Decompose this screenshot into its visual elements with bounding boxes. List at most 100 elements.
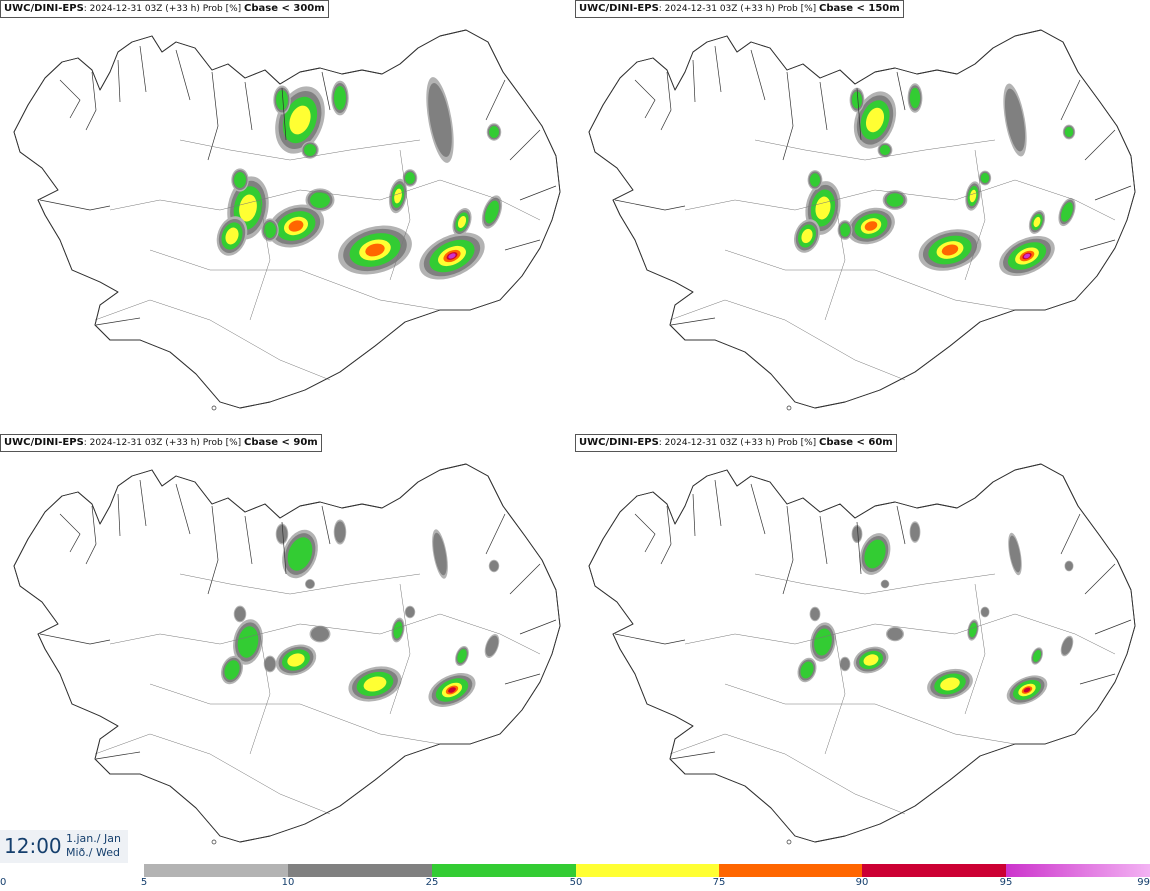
fjord-line xyxy=(750,483,766,535)
fjord-line xyxy=(519,619,557,635)
boundary-line xyxy=(724,249,1016,311)
probability-contour xyxy=(276,525,288,543)
run-info: : 2024-12-31 03Z (+33 h) Prob [%] xyxy=(83,438,242,448)
fjord-line xyxy=(519,185,557,201)
valid-date: 1.jan./ Jan Mið./ Wed xyxy=(66,832,121,860)
boundary-line xyxy=(389,583,411,715)
variable-name: Cbase < 300m xyxy=(244,3,325,14)
fjord-line xyxy=(117,59,121,103)
fjord-line xyxy=(750,49,766,101)
probability-contour xyxy=(405,606,415,618)
probability-contour xyxy=(405,172,415,184)
iceland-map xyxy=(588,463,1136,845)
probability-contour xyxy=(237,626,259,658)
fjord-line xyxy=(39,199,111,211)
probability-contour xyxy=(851,91,863,109)
probability-contour xyxy=(334,86,346,110)
map-panel-cbase-90: UWC/DINI-EPS: 2024-12-31 03Z (+33 h) Pro… xyxy=(0,434,575,871)
probability-contour xyxy=(980,172,990,184)
boundary-line xyxy=(249,633,271,755)
probability-contour xyxy=(887,627,903,641)
variable-name: Cbase < 60m xyxy=(819,437,893,448)
boundary-line xyxy=(179,573,421,595)
legend-tick: 25 xyxy=(425,877,439,888)
boundary-line xyxy=(684,613,1116,655)
variable-name: Cbase < 90m xyxy=(244,437,318,448)
fjord-line xyxy=(175,483,191,535)
probability-contour xyxy=(839,223,851,237)
probability-contour xyxy=(287,653,305,667)
run-info: : 2024-12-31 03Z (+33 h) Prob [%] xyxy=(83,4,242,14)
fjord-line xyxy=(782,505,794,595)
legend-tick: 5 xyxy=(140,877,148,888)
panel-title: UWC/DINI-EPS: 2024-12-31 03Z (+33 h) Pro… xyxy=(575,0,904,18)
probability-contour xyxy=(1061,202,1073,222)
iceland-map xyxy=(13,29,561,411)
map-panel-cbase-60: UWC/DINI-EPS: 2024-12-31 03Z (+33 h) Pro… xyxy=(575,434,1150,871)
probability-contour xyxy=(276,90,288,110)
fjord-line xyxy=(1060,513,1081,555)
boundary-line xyxy=(109,179,541,221)
fjord-line xyxy=(714,45,722,93)
island xyxy=(786,405,792,411)
probability-contour xyxy=(1065,561,1073,571)
fjord-line xyxy=(175,49,191,101)
probability-contour xyxy=(865,107,885,133)
probability-contour xyxy=(485,200,499,224)
probability-contour xyxy=(264,222,276,238)
probability-contour xyxy=(969,622,977,638)
fjord-line xyxy=(95,317,141,326)
fjord-line xyxy=(670,317,716,326)
probability-contour xyxy=(363,676,387,692)
legend-band-95-99 xyxy=(1006,864,1150,877)
fjord-line xyxy=(39,633,111,645)
fjord-line xyxy=(896,505,906,545)
probability-contour xyxy=(840,657,850,671)
iceland-map xyxy=(588,29,1136,411)
fjord-line xyxy=(634,79,656,119)
probability-contour xyxy=(801,228,813,244)
probability-contour xyxy=(288,220,304,232)
probability-contour xyxy=(428,83,452,157)
probability-contour xyxy=(864,539,886,569)
fjord-line xyxy=(59,513,81,553)
legend-band-10-25 xyxy=(288,864,432,877)
fjord-line xyxy=(634,513,656,553)
probability-contour xyxy=(809,173,821,187)
island xyxy=(211,839,217,845)
legend-tick: 10 xyxy=(281,877,295,888)
fjord-line xyxy=(614,633,686,645)
probability-contour xyxy=(881,580,889,588)
probability-contour xyxy=(448,253,456,259)
probability-contour xyxy=(304,144,316,156)
variable-name: Cbase < 150m xyxy=(819,3,900,14)
iceland-coastline-outline xyxy=(13,29,561,409)
fjord-line xyxy=(1079,673,1116,685)
probability-contour xyxy=(864,221,878,231)
boundary-line xyxy=(824,633,846,755)
boundary-line xyxy=(179,139,421,161)
fjord-line xyxy=(692,493,696,537)
legend-band-25-50 xyxy=(432,864,576,877)
fjord-line xyxy=(1084,563,1116,595)
fjord-line xyxy=(1079,239,1116,251)
probability-contour xyxy=(264,656,276,672)
probability-contour xyxy=(909,87,921,109)
valid-time: 12:00 xyxy=(4,834,62,858)
fjord-line xyxy=(660,505,672,565)
valid-date-line1: 1.jan./ Jan xyxy=(66,832,121,845)
probability-contour xyxy=(1032,650,1042,662)
iceland-coastline-outline xyxy=(588,29,1136,409)
fjord-line xyxy=(896,71,906,111)
fjord-line xyxy=(207,505,219,595)
probability-contour xyxy=(311,626,329,642)
fjord-line xyxy=(819,81,828,131)
fjord-line xyxy=(782,71,794,161)
legend-tick: 90 xyxy=(855,877,869,888)
fjord-line xyxy=(614,199,686,211)
fjord-line xyxy=(85,505,97,565)
probability-contour xyxy=(457,649,467,663)
fjord-line xyxy=(1094,619,1132,635)
probability-contour xyxy=(941,244,959,256)
probability-contour xyxy=(225,227,239,245)
